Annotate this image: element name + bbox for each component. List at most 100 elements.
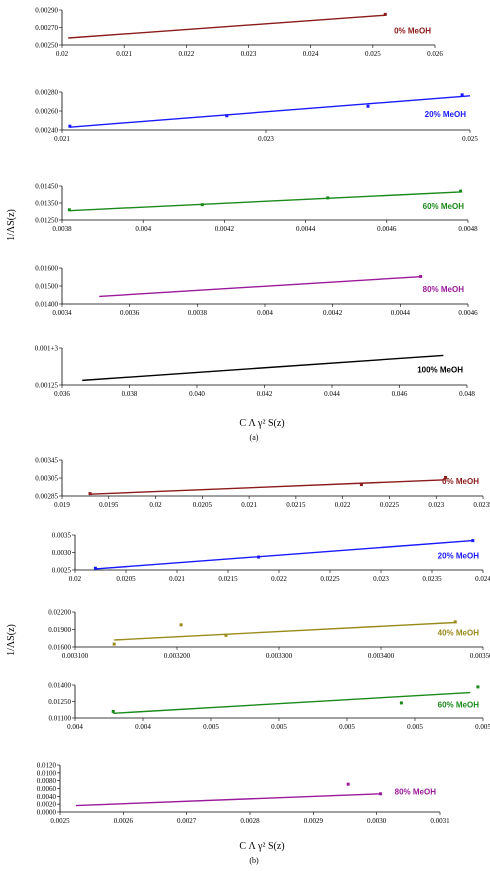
y-tick-label: 0.01400 [48, 682, 71, 690]
x-tick-label: 0.023 [241, 50, 257, 58]
x-tick-label: 0.0031 [430, 817, 450, 825]
y-tick-label: 0.00345 [35, 457, 58, 465]
x-tick-label: 0.0215 [218, 575, 238, 583]
x-tick-label: 0.0027 [177, 817, 197, 825]
series-line [99, 275, 421, 298]
x-tick-label: 0.026 [427, 50, 443, 58]
series-line [82, 354, 444, 382]
data-point [67, 208, 71, 212]
x-tick-label: 0.005 [339, 723, 355, 731]
data-point [200, 203, 204, 207]
data-point [359, 483, 363, 487]
x-tick-label: 0.046 [392, 390, 408, 398]
y-tick-label: 0.01500 [35, 283, 58, 291]
data-point [383, 12, 387, 16]
x-tick-label: 0.038 [122, 390, 138, 398]
x-tick-label: 0.036 [54, 390, 70, 398]
y-tick-label: 0.00240 [35, 127, 58, 135]
x-tick-label: 0.004 [135, 723, 151, 731]
x-tick-label: 0.021 [169, 575, 185, 583]
series-label: 20% MeOH [425, 110, 467, 119]
data-point [68, 124, 72, 128]
y-tick-label: 0.0035 [52, 532, 72, 540]
data-point [476, 685, 480, 689]
series-label: 80% MeOH [395, 788, 437, 797]
y-tick-label: 0.00260 [35, 108, 58, 116]
y-tick-label: 0.0030 [52, 549, 72, 557]
data-point [460, 93, 464, 97]
y-tick-label: 0.01900 [48, 626, 71, 634]
x-tick-label: 0.02 [69, 575, 82, 583]
x-tick-label: 0.021 [116, 50, 132, 58]
y-tick-label: 0.01350 [35, 200, 58, 208]
x-tick-label: 0.005 [475, 723, 490, 731]
x-tick-label: 0.0029 [304, 817, 324, 825]
x-tick-label: 0.0235 [473, 501, 490, 509]
data-point [112, 642, 116, 646]
series-label: 0% MeOH [394, 27, 431, 36]
x-tick-label: 0.003200 [164, 652, 191, 660]
data-point [453, 620, 457, 624]
x-tick-label: 0.023 [373, 575, 389, 583]
series-line [113, 691, 471, 714]
x-tick-label: 0.004 [257, 309, 273, 317]
x-tick-label: 0.0030 [367, 817, 387, 825]
y-tick-label: 0.0000 [37, 809, 57, 817]
x-tick-label: 0.0205 [116, 575, 136, 583]
series-line [95, 539, 473, 570]
data-point [399, 701, 403, 705]
x-tick-label: 0.0025 [50, 817, 70, 825]
y-axis-label-a: 1/ΛS(z) [6, 209, 17, 241]
series-label: 60% MeOH [423, 202, 465, 211]
data-point [93, 566, 97, 570]
data-point [179, 623, 183, 627]
x-tick-label: 0.048 [459, 390, 475, 398]
x-tick-label: 0.0034 [52, 309, 72, 317]
series-label: 100% MeOH [417, 366, 463, 375]
y-tick-label: 0.00305 [35, 475, 58, 483]
x-tick-label: 0.0042 [215, 225, 235, 233]
data-point [459, 189, 463, 193]
x-tick-label: 0.021 [241, 501, 257, 509]
y-tick-label: 0.0100 [37, 769, 57, 777]
x-tick-label: 0.0038 [188, 309, 208, 317]
x-tick-label: 0.0042 [323, 309, 343, 317]
y-tick-label: 0.0025 [52, 567, 72, 575]
x-tick-label: 0.0036 [120, 309, 140, 317]
series-label: 60% MeOH [438, 701, 480, 710]
y-tick-label: 0.0060 [37, 785, 57, 793]
series-label: 20% MeOH [438, 552, 480, 561]
x-tick-label: 0.022 [178, 50, 194, 58]
x-tick-label: 0.044 [324, 390, 340, 398]
data-point [444, 475, 448, 479]
data-point [88, 492, 92, 496]
x-tick-label: 0.0038 [52, 225, 72, 233]
x-tick-label: 0.019 [54, 501, 70, 509]
x-tick-label: 0.003100 [62, 652, 89, 660]
x-tick-label: 0.024 [303, 50, 319, 58]
y-tick-label: 0.00250 [35, 42, 58, 50]
y-tick-label: 0.00290 [35, 7, 58, 15]
data-point [257, 555, 261, 559]
x-tick-label: 0.005 [203, 723, 219, 731]
x-tick-label: 0.0215 [286, 501, 306, 509]
y-tick-label: 0.01250 [35, 217, 58, 225]
data-point [326, 196, 330, 200]
data-point [378, 792, 382, 796]
y-tick-label: 0.01250 [48, 698, 71, 706]
y-tick-label: 0.01600 [35, 265, 58, 273]
series-label: 40% MeOH [438, 629, 480, 638]
y-tick-label: 0.0080 [37, 777, 57, 785]
x-tick-label: 0.003500 [470, 652, 490, 660]
x-tick-label: 0.0195 [99, 501, 119, 509]
caption-a: (a) [250, 433, 259, 442]
series-line [114, 621, 456, 641]
data-point [224, 633, 228, 637]
y-tick-label: 0.00125 [35, 382, 58, 390]
x-tick-label: 0.023 [428, 501, 444, 509]
y-tick-label: 0.001+3 [35, 345, 59, 353]
x-tick-label: 0.025 [365, 50, 381, 58]
y-tick-label: 0.00280 [35, 89, 58, 97]
x-tick-label: 0.0225 [380, 501, 400, 509]
